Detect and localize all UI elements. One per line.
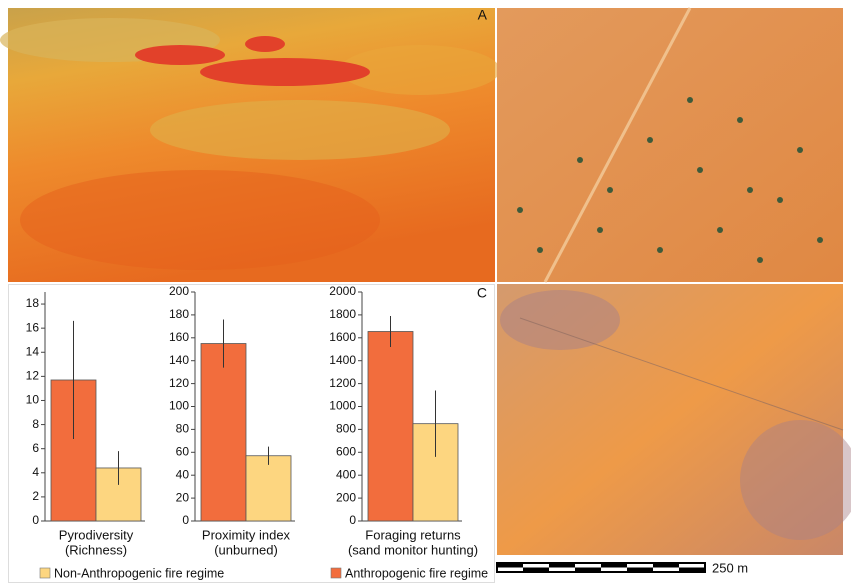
y-tick-label: 100 — [169, 399, 189, 413]
y-tick-label: 20 — [176, 490, 190, 504]
y-tick-label: 2 — [32, 489, 39, 503]
y-tick-label: 10 — [26, 393, 40, 407]
y-tick-label: 80 — [176, 422, 190, 436]
y-tick-label: 200 — [336, 490, 356, 504]
y-tick-label: 400 — [336, 467, 356, 481]
y-tick-label: 12 — [26, 369, 40, 383]
x-axis-label: (unburned) — [214, 542, 278, 557]
scale-label: 250 m — [712, 560, 748, 575]
y-tick-label: 16 — [26, 320, 40, 334]
scale-bar — [496, 562, 706, 573]
y-tick-label: 4 — [32, 465, 39, 479]
y-tick-label: 6 — [32, 441, 39, 455]
y-tick-label: 160 — [169, 330, 189, 344]
legend-label: Anthropogenic fire regime — [345, 566, 488, 580]
bar — [245, 455, 292, 522]
y-tick-label: 1400 — [329, 353, 356, 367]
y-tick-label: 1600 — [329, 330, 356, 344]
y-tick-label: 600 — [336, 444, 356, 458]
photo-a — [0, 8, 500, 282]
x-axis-label: (sand monitor hunting) — [348, 542, 478, 557]
panel-label: C — [477, 285, 487, 301]
y-tick-label: 140 — [169, 353, 189, 367]
legend-swatch — [330, 567, 342, 579]
bar — [367, 331, 414, 522]
y-tick-label: 60 — [176, 444, 190, 458]
y-tick-label: 1200 — [329, 376, 356, 390]
bar — [200, 343, 247, 522]
photo-c — [497, 284, 851, 555]
x-axis-label: Foraging returns — [365, 527, 461, 542]
y-tick-label: 1000 — [329, 399, 356, 413]
legend-label: Non-Anthropogenic fire regime — [54, 566, 224, 580]
y-tick-label: 0 — [32, 513, 39, 527]
y-tick-label: 8 — [32, 417, 39, 431]
y-tick-label: 0 — [182, 513, 189, 527]
y-tick-label: 180 — [169, 307, 189, 321]
y-tick-label: 40 — [176, 467, 190, 481]
x-axis-label: (Richness) — [65, 542, 127, 557]
y-tick-label: 1800 — [329, 307, 356, 321]
legend-swatch — [39, 567, 51, 579]
y-tick-label: 2000 — [329, 284, 356, 298]
y-tick-label: 14 — [26, 344, 40, 358]
photo-b — [497, 7, 843, 283]
y-tick-label: 200 — [169, 284, 189, 298]
x-axis-label: Pyrodiversity — [59, 527, 134, 542]
y-tick-label: 800 — [336, 422, 356, 436]
panel-label: A — [478, 7, 488, 23]
y-tick-label: 18 — [26, 296, 40, 310]
y-tick-label: 0 — [349, 513, 356, 527]
x-axis-label: Proximity index — [202, 527, 291, 542]
y-tick-label: 120 — [169, 376, 189, 390]
